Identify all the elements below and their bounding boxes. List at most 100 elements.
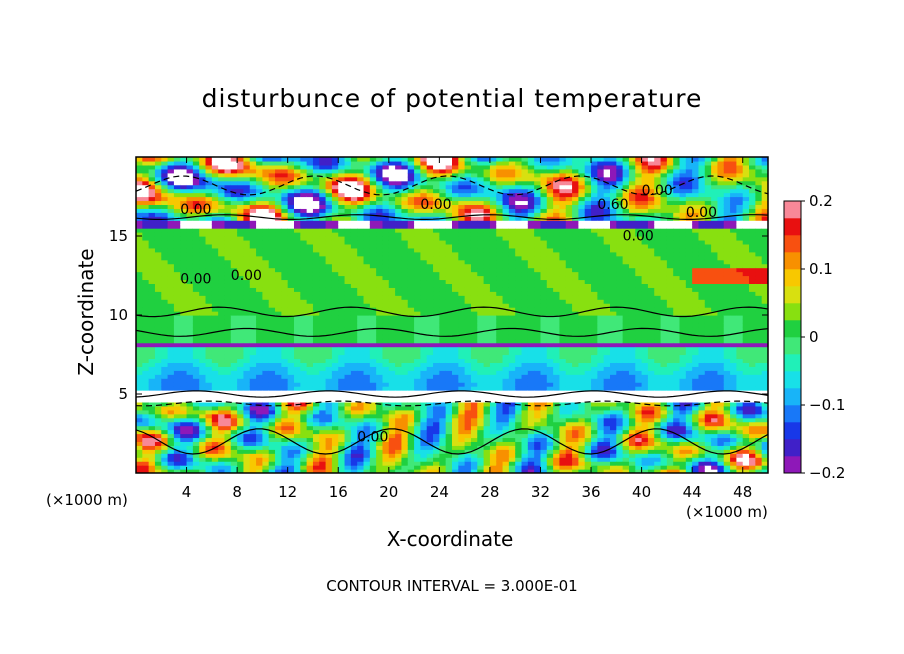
heatmap-cell <box>306 453 314 458</box>
heatmap-cell <box>275 322 282 328</box>
heatmap-cell <box>218 322 226 328</box>
heatmap-cell <box>388 204 396 209</box>
heatmap-cell <box>439 271 447 277</box>
heatmap-cell <box>464 437 472 442</box>
heatmap-cell <box>268 465 276 470</box>
heatmap-cell <box>344 330 352 336</box>
heatmap-cell <box>439 437 447 442</box>
heatmap-cell <box>426 374 434 379</box>
heatmap-cell <box>470 413 478 419</box>
heatmap-cell <box>338 453 346 458</box>
heatmap-cell <box>243 283 251 288</box>
heatmap-cell <box>142 259 150 265</box>
heatmap-cell <box>268 255 276 261</box>
heatmap-cell <box>331 346 339 352</box>
heatmap-cell <box>395 239 403 245</box>
heatmap-cell <box>496 311 504 316</box>
heatmap-cell <box>470 425 478 431</box>
heatmap-cell <box>401 176 409 182</box>
heatmap-cell <box>464 216 472 221</box>
heatmap-cell <box>363 338 371 344</box>
heatmap-cell <box>237 220 245 225</box>
heatmap-cell <box>243 208 251 213</box>
heatmap-cell <box>382 236 390 241</box>
heatmap-cell <box>205 469 213 473</box>
heatmap-cell <box>401 303 409 308</box>
heatmap-cell <box>186 228 194 233</box>
heatmap-cell <box>369 465 377 470</box>
heatmap-cell <box>325 251 333 257</box>
heatmap-cell <box>357 287 365 292</box>
heatmap-cell <box>142 224 150 229</box>
heatmap-cell <box>452 259 459 265</box>
heatmap-cell <box>136 236 143 241</box>
heatmap-cell <box>420 394 428 399</box>
heatmap-cell <box>262 287 270 292</box>
heatmap-cell <box>521 172 529 178</box>
heatmap-cell <box>439 220 447 225</box>
heatmap-cell <box>350 208 358 213</box>
heatmap-cell <box>218 425 226 431</box>
heatmap-cell <box>407 176 415 182</box>
heatmap-cell <box>508 318 516 324</box>
heatmap-cell <box>173 157 181 162</box>
heatmap-cell <box>414 334 421 340</box>
heatmap-cell <box>294 465 301 470</box>
heatmap-cell <box>331 394 339 399</box>
heatmap-cell <box>414 449 421 454</box>
heatmap-cell <box>281 334 289 340</box>
heatmap-cell <box>312 236 320 241</box>
heatmap-cell <box>483 164 491 170</box>
heatmap-cell <box>224 401 232 407</box>
heatmap-cell <box>470 157 478 162</box>
heatmap-cell <box>445 279 453 284</box>
heatmap-cell <box>186 417 194 423</box>
heatmap-cell <box>186 437 194 442</box>
heatmap-cell <box>211 461 219 466</box>
heatmap-cell <box>407 228 415 233</box>
heatmap-cell <box>237 394 245 399</box>
heatmap-cell <box>502 441 510 446</box>
heatmap-cell <box>199 465 207 470</box>
heatmap-cell <box>414 342 421 348</box>
heatmap-cell <box>142 263 150 269</box>
heatmap-cell <box>319 188 327 194</box>
heatmap-cell <box>218 176 226 182</box>
heatmap-cell <box>388 307 396 312</box>
heatmap-cell <box>527 429 535 435</box>
heatmap-cell <box>433 453 440 458</box>
heatmap-cell <box>395 180 403 186</box>
heatmap-cell <box>306 366 314 371</box>
heatmap-cell <box>186 354 194 360</box>
heatmap-cell <box>211 413 219 419</box>
heatmap-cell <box>376 417 384 423</box>
heatmap-cell <box>433 397 440 403</box>
heatmap-cell <box>218 180 226 186</box>
heatmap-cell <box>477 192 485 198</box>
heatmap-cell <box>205 429 213 435</box>
heatmap-cell <box>211 168 219 174</box>
heatmap-cell <box>275 295 282 300</box>
heatmap-cell <box>237 291 245 296</box>
heatmap-cell <box>496 386 504 391</box>
heatmap-cell <box>186 279 194 284</box>
heatmap-cell <box>515 394 523 399</box>
heatmap-cell <box>344 449 352 454</box>
heatmap-cell <box>483 251 491 257</box>
heatmap-cell <box>300 330 308 336</box>
heatmap-cell <box>167 168 175 174</box>
heatmap-cell <box>211 164 219 170</box>
heatmap-cell <box>338 228 346 233</box>
heatmap-cell <box>502 429 510 435</box>
heatmap-cell <box>344 425 352 431</box>
heatmap-cell <box>312 386 320 391</box>
heatmap-cell <box>407 204 415 209</box>
heatmap-cell <box>230 307 238 312</box>
heatmap-cell <box>136 330 143 336</box>
heatmap-cell <box>420 208 428 213</box>
heatmap-cell <box>173 386 181 391</box>
heatmap-cell <box>256 236 263 241</box>
heatmap-cell <box>154 322 162 328</box>
heatmap-cell <box>154 291 162 296</box>
heatmap-cell <box>294 453 301 458</box>
